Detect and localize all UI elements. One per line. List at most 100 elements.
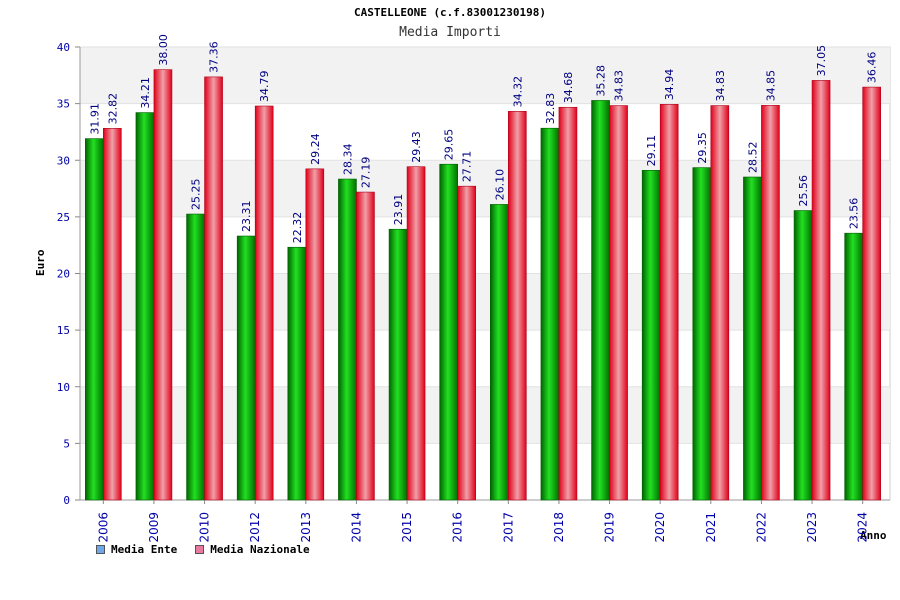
- x-tick-label: 2014: [349, 512, 363, 543]
- data-label: 25.25: [190, 179, 203, 211]
- bar-media-nazionale: [609, 105, 628, 501]
- x-tick-label: 2019: [603, 512, 617, 543]
- bar-media-nazionale: [254, 105, 274, 501]
- bar-media-ente: [85, 138, 104, 501]
- data-label: 23.56: [848, 198, 861, 230]
- bar-media-ente: [591, 100, 610, 501]
- y-tick-label: 35: [57, 98, 70, 111]
- data-label: 34.94: [663, 69, 676, 101]
- bar-media-ente: [490, 204, 509, 501]
- data-label: 36.46: [866, 52, 879, 84]
- data-label: 29.35: [696, 132, 709, 164]
- bar-media-ente: [844, 232, 863, 501]
- y-tick-label: 30: [57, 154, 70, 167]
- data-label: 25.56: [797, 175, 810, 207]
- x-tick-label: 2006: [96, 512, 110, 543]
- chart-legend: Media Ente Media Nazionale: [96, 543, 310, 556]
- legend-swatch-media-ente: [96, 545, 105, 554]
- x-tick-label: 2013: [299, 512, 313, 543]
- bar-media-nazionale: [761, 105, 780, 501]
- bar-media-ente: [287, 246, 307, 501]
- data-label: 32.82: [106, 93, 119, 125]
- data-label: 34.32: [511, 76, 524, 108]
- x-tick-label: 2024: [856, 512, 870, 543]
- x-axis-label: Anno: [860, 529, 887, 542]
- data-label: 37.05: [815, 45, 828, 77]
- data-label: 23.91: [392, 194, 405, 226]
- bar-media-nazionale: [659, 104, 679, 501]
- data-label: 29.24: [309, 133, 322, 165]
- bar-media-ente: [186, 213, 205, 501]
- bar-media-nazionale: [406, 166, 426, 501]
- bar-media-ente: [439, 163, 458, 501]
- bar-media-nazionale: [305, 168, 325, 501]
- legend-item-media-nazionale: Media Nazionale: [195, 543, 310, 556]
- data-label: 29.43: [410, 131, 423, 163]
- data-label: 34.85: [764, 70, 777, 102]
- data-label: 22.32: [291, 212, 304, 244]
- x-tick-label: 2016: [451, 512, 465, 543]
- x-tick-label: 2012: [248, 512, 262, 543]
- x-tick-label: 2020: [653, 512, 667, 543]
- y-tick-label: 20: [57, 268, 70, 281]
- x-tick-label: 2010: [198, 512, 212, 543]
- bar-media-ente: [692, 167, 712, 501]
- data-label: 35.28: [595, 65, 608, 97]
- legend-label-media-nazionale: Media Nazionale: [210, 543, 310, 556]
- bar-media-ente: [388, 228, 408, 501]
- data-label: 29.11: [645, 135, 658, 167]
- bar-media-nazionale: [558, 106, 578, 501]
- y-tick-label: 15: [57, 324, 70, 337]
- x-tick-label: 2021: [704, 512, 718, 543]
- data-label: 34.21: [139, 77, 152, 109]
- data-label: 27.19: [359, 157, 372, 189]
- bar-media-ente: [540, 127, 560, 501]
- bar-media-ente: [641, 170, 661, 501]
- y-tick-label: 25: [57, 211, 70, 224]
- data-label: 31.91: [88, 103, 101, 135]
- data-label: 28.34: [341, 144, 354, 176]
- chart-subtitle: Media Importi: [399, 25, 501, 40]
- data-label: 23.31: [240, 201, 253, 233]
- x-tick-label: 2022: [754, 512, 768, 543]
- bar-media-ente: [743, 176, 762, 501]
- y-tick-label: 10: [57, 381, 70, 394]
- bar-media-nazionale: [811, 80, 831, 501]
- bar-media-nazionale: [710, 105, 730, 501]
- legend-item-media-ente: Media Ente: [96, 543, 177, 556]
- y-tick-label: 40: [57, 41, 70, 54]
- legend-label-media-ente: Media Ente: [111, 543, 178, 556]
- bar-media-ente: [236, 235, 256, 501]
- x-tick-label: 2009: [147, 512, 161, 543]
- data-label: 28.52: [746, 142, 759, 174]
- bar-media-nazionale: [508, 111, 527, 501]
- data-label: 37.36: [208, 41, 221, 73]
- data-label: 32.83: [544, 93, 557, 125]
- bar-media-ente: [338, 178, 357, 501]
- data-label: 34.83: [613, 70, 626, 102]
- x-tick-label: 2023: [805, 512, 819, 543]
- legend-swatch-media-nazionale: [195, 545, 205, 554]
- y-tick-label: 5: [63, 437, 70, 450]
- x-tick-label: 2015: [400, 512, 414, 543]
- bar-media-ente: [135, 112, 155, 501]
- bar-media-nazionale: [457, 185, 476, 501]
- y-tick-label: 0: [63, 494, 70, 507]
- x-tick-label: 2018: [552, 512, 566, 543]
- data-label: 26.10: [493, 169, 506, 201]
- bar-media-nazionale: [356, 191, 375, 501]
- data-label: 38.00: [157, 34, 170, 66]
- bar-media-ente: [793, 210, 813, 501]
- data-label: 29.65: [443, 129, 456, 161]
- chart-title: CASTELLEONE (c.f.83001230198): [353, 6, 547, 19]
- data-label: 34.68: [562, 72, 575, 104]
- bar-media-nazionale: [153, 69, 173, 501]
- data-label: 27.71: [461, 151, 474, 183]
- bar-media-nazionale: [204, 76, 223, 501]
- x-tick-label: 2017: [501, 512, 515, 543]
- data-label: 34.83: [714, 70, 727, 102]
- bar-media-nazionale: [862, 86, 881, 501]
- data-label: 34.79: [258, 71, 271, 103]
- bar-media-nazionale: [103, 128, 122, 501]
